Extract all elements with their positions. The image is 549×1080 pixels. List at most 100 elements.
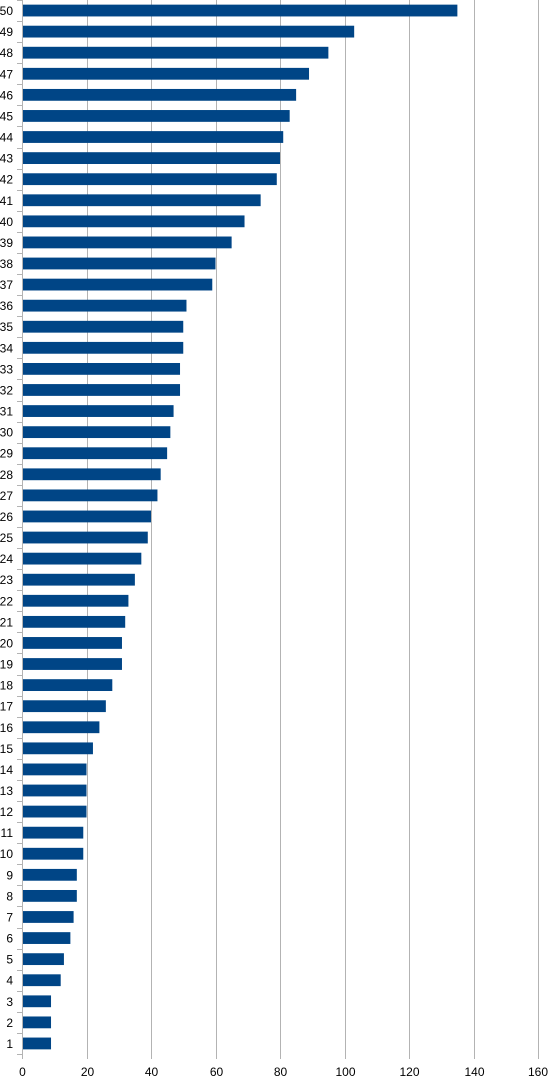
y-tick-label: 19 — [0, 658, 13, 672]
bar — [23, 805, 87, 818]
bars — [23, 4, 458, 1050]
bar — [23, 552, 142, 565]
y-tick-label: 12 — [0, 805, 13, 819]
bar — [23, 362, 181, 375]
bar — [23, 700, 106, 713]
bar — [23, 110, 290, 122]
bar — [23, 868, 77, 881]
y-tick-label: 45 — [0, 109, 13, 123]
x-tick-label: 100 — [335, 1065, 355, 1079]
bar — [23, 531, 148, 544]
y-tick-label: 5 — [6, 953, 13, 967]
y-tick-label: 44 — [0, 131, 13, 145]
bar — [23, 1016, 52, 1029]
bar — [23, 447, 168, 460]
y-tick-label: 11 — [1, 826, 14, 840]
y-tick-label: 43 — [0, 152, 13, 166]
bar — [23, 46, 329, 59]
x-tick-label: 20 — [81, 1065, 95, 1079]
bar — [23, 995, 52, 1008]
bar — [23, 742, 93, 755]
bar — [23, 489, 158, 502]
y-tick-label: 33 — [0, 362, 13, 376]
bar — [23, 215, 245, 228]
bar — [23, 974, 61, 987]
bar — [23, 510, 151, 523]
bar — [23, 658, 122, 670]
y-tick-label: 39 — [0, 236, 13, 250]
x-tick-label: 0 — [19, 1065, 26, 1079]
y-tick-label: 32 — [0, 383, 13, 397]
y-tick-label: 31 — [0, 405, 13, 419]
bar — [23, 25, 355, 38]
y-tick-label: 49 — [0, 25, 13, 39]
y-tick-label: 34 — [0, 341, 13, 355]
y-tick-label: 18 — [0, 679, 13, 693]
bar — [23, 173, 277, 186]
y-tick-label: 48 — [0, 46, 13, 60]
bar — [23, 847, 84, 860]
y-tick-label: 14 — [0, 763, 13, 777]
x-tick-label: 40 — [145, 1065, 159, 1079]
y-tick-label: 2 — [6, 1016, 13, 1030]
y-tick-label: 15 — [0, 742, 13, 756]
x-tick-label: 140 — [464, 1065, 484, 1079]
y-tick-label: 13 — [0, 784, 13, 798]
y-tick-label: 16 — [0, 721, 13, 735]
bar — [23, 953, 64, 966]
y-tick-label: 37 — [0, 278, 13, 292]
y-tick-label: 27 — [0, 489, 13, 503]
bar — [23, 67, 310, 80]
y-tick-label: 40 — [0, 215, 13, 229]
bar — [23, 573, 135, 586]
y-tick-label: 20 — [0, 636, 13, 650]
y-tick-label: 47 — [0, 67, 13, 81]
y-tick-label: 25 — [0, 531, 13, 545]
bar — [23, 784, 87, 797]
x-tick-label: 60 — [210, 1065, 224, 1079]
y-tick-label: 7 — [6, 910, 13, 924]
y-tick-label: 46 — [0, 88, 13, 102]
bar — [23, 1037, 52, 1050]
bar — [23, 320, 184, 333]
y-tick-label: 35 — [0, 320, 13, 334]
y-tick-label: 36 — [0, 299, 13, 313]
y-tick-label: 42 — [0, 173, 13, 187]
y-tick-label: 23 — [0, 573, 13, 587]
bar — [23, 236, 232, 249]
y-tick-label: 28 — [0, 468, 13, 482]
bar — [23, 889, 77, 902]
bar — [23, 131, 284, 143]
bar — [23, 152, 280, 165]
axes — [17, 0, 539, 1059]
bar — [23, 911, 74, 923]
bar — [23, 615, 126, 628]
y-tick-label: 41 — [0, 194, 13, 208]
bar — [23, 468, 161, 481]
y-tick-label: 26 — [0, 510, 13, 524]
y-tick-label: 1 — [6, 1037, 13, 1051]
bar — [23, 257, 216, 270]
bar — [23, 88, 297, 101]
bar — [23, 721, 100, 734]
y-tick-label: 29 — [0, 447, 13, 461]
y-tick-label: 9 — [6, 868, 13, 882]
bar — [23, 299, 187, 312]
bar — [23, 594, 129, 607]
y-tick-label: 3 — [6, 995, 13, 1009]
bar — [23, 932, 71, 944]
bar — [23, 405, 174, 417]
x-tick-label: 160 — [528, 1065, 548, 1079]
bar — [23, 384, 181, 396]
tick-labels: 0 20 40 60 80 100 120 140 1601234567891011121314… — [0, 4, 548, 1079]
y-tick-label: 17 — [0, 700, 13, 714]
y-tick-label: 21 — [0, 615, 13, 629]
x-tick-label: 120 — [399, 1065, 419, 1079]
y-tick-label: 38 — [0, 257, 13, 271]
bar — [23, 637, 122, 649]
y-tick-label: 50 — [0, 4, 13, 18]
y-tick-label: 6 — [6, 932, 13, 946]
y-tick-label: 8 — [6, 889, 13, 903]
